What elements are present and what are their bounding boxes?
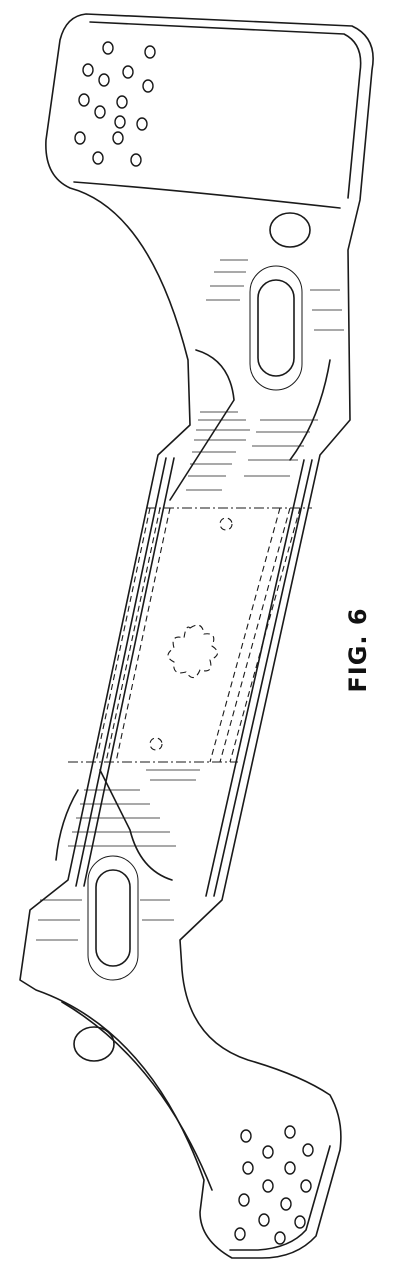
part-outline bbox=[20, 14, 373, 1258]
lower-mounting-hole bbox=[74, 1027, 114, 1061]
upper-ridge-2 bbox=[290, 360, 330, 460]
upper-small-hole bbox=[220, 518, 232, 530]
upper-mounting-hole bbox=[270, 213, 310, 247]
lower-shading bbox=[36, 770, 200, 940]
left-rail-line-2 bbox=[84, 458, 174, 886]
flower-shaped-feature bbox=[168, 625, 218, 677]
figure-label: FIG. 6 bbox=[344, 607, 372, 692]
bottom-pad-dots bbox=[235, 1126, 313, 1244]
top-pad-lower-edge bbox=[74, 182, 340, 208]
right-rail-line-2 bbox=[206, 460, 304, 896]
top-pad-inner-edge bbox=[90, 22, 361, 198]
upper-ridge bbox=[170, 350, 234, 500]
upper-slot bbox=[258, 280, 294, 376]
dashed-middle-section bbox=[68, 508, 312, 762]
top-pad-dots bbox=[75, 42, 155, 166]
right-rail-line-1 bbox=[214, 460, 312, 896]
lower-small-hole bbox=[150, 738, 162, 750]
bottom-pad-inner-edge bbox=[62, 1002, 212, 1190]
lower-slot bbox=[96, 870, 130, 966]
left-rail-line-1 bbox=[76, 458, 166, 886]
lower-ridge bbox=[100, 770, 172, 880]
